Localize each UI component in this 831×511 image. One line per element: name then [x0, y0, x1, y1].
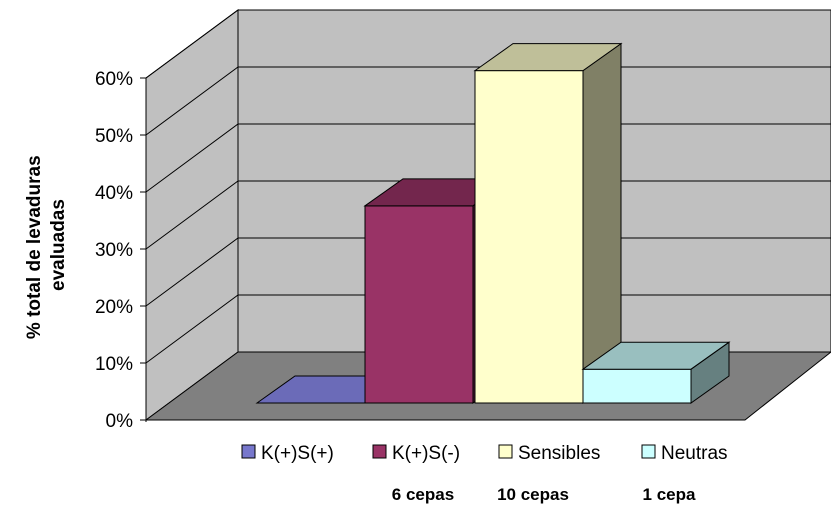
legend: K(+)S(+) K(+)S(-) Sensibles Neutras [241, 443, 728, 464]
legend-label: K(+)S(+) [261, 443, 334, 464]
y-tick-label: 20% [95, 297, 133, 318]
legend-item: K(+)S(-) [372, 443, 460, 464]
legend-item: Neutras [641, 443, 728, 464]
count-labels: 6 cepas 10 cepas 1 cepa [392, 485, 696, 504]
bar [473, 42, 623, 404]
legend-label: Neutras [661, 443, 728, 464]
y-tick-label: 10% [95, 354, 133, 375]
bar-front [474, 70, 584, 404]
legend-label: K(+)S(-) [392, 443, 460, 464]
bar-top [581, 341, 731, 370]
gridline [145, 123, 831, 193]
legend-label: Sensibles [518, 443, 600, 464]
count-label: 1 cepa [643, 485, 696, 504]
y-ticks: 0% 10% 20% 30% 40% 50% 60% [95, 69, 146, 432]
gridline [145, 66, 831, 136]
bar-front [582, 368, 692, 404]
legend-swatch [372, 444, 387, 459]
count-label: 10 cepas [497, 485, 569, 504]
legend-swatch [641, 444, 656, 459]
legend-item: K(+)S(+) [241, 443, 334, 464]
count-label: 6 cepas [392, 485, 454, 504]
gridline [145, 180, 831, 250]
bar-front [364, 205, 474, 404]
plot-area: 0% 10% 20% 30% 40% 50% 60% [95, 9, 831, 432]
gridlines [145, 9, 831, 364]
y-tick-label: 0% [106, 411, 134, 432]
y-tick-label: 40% [95, 183, 133, 204]
legend-swatch [241, 444, 256, 459]
gridline [145, 294, 831, 364]
y-tick-label: 50% [95, 126, 133, 147]
bar [581, 341, 731, 404]
legend-item: Sensibles [498, 443, 600, 464]
bar-top [473, 43, 623, 72]
legend-swatch [498, 444, 513, 459]
bars [255, 42, 731, 404]
y-tick-label: 60% [95, 69, 133, 90]
y-axis-label: % total de levaduras evaluadas [24, 151, 69, 339]
y-tick-label: 30% [95, 240, 133, 261]
gridline [145, 237, 831, 307]
y-axis-label-line-2: evaluadas [48, 199, 69, 291]
y-axis-label-line-1: % total de levaduras [24, 155, 45, 339]
gridline [145, 9, 831, 79]
